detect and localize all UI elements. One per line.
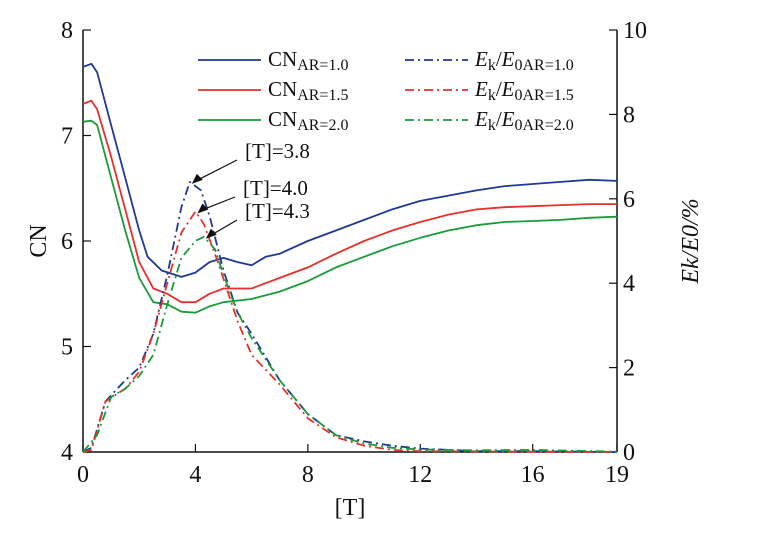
legend-label: CNAR=1.0 <box>268 47 348 74</box>
arrowhead-icon <box>205 228 217 239</box>
x-tick-label: 16 <box>521 462 545 488</box>
series-line-cn-ar-2-0 <box>82 119 618 314</box>
y2-tick-label: 6 <box>623 187 635 213</box>
x-tick-label: 12 <box>408 462 432 488</box>
legend-label: Ek/E0AR=1.0 <box>474 47 574 74</box>
y2-tick-label: 0 <box>623 440 635 466</box>
y2-tick-label: 8 <box>623 102 635 128</box>
x-tick-label: 0 <box>77 462 89 488</box>
annotation-arrow <box>211 219 238 236</box>
annotation-arrow <box>203 196 236 211</box>
x-tick-label: 4 <box>189 462 201 488</box>
y2-axis-label: Ek/E0/% <box>678 198 704 284</box>
arrowhead-icon <box>197 203 209 214</box>
y2-tick-label: 2 <box>623 356 635 382</box>
series-line-ek-e0-ar-1-5 <box>82 210 618 453</box>
legend-label: CNAR=2.0 <box>268 107 348 134</box>
legend-label: Ek/E0AR=2.0 <box>474 107 574 134</box>
y-tick-label: 5 <box>61 335 73 361</box>
y2-tick-label: 4 <box>623 271 635 297</box>
series-line-cn-ar-1-0 <box>82 62 618 278</box>
y-axis-label: CN <box>26 224 52 257</box>
y-tick-label: 7 <box>61 124 73 150</box>
arrowhead-icon <box>191 173 203 184</box>
legend-label: Ek/E0AR=1.5 <box>474 77 574 104</box>
series-line-ek-e0-ar-2-0 <box>82 235 618 453</box>
x-axis-label: [T] <box>335 495 366 521</box>
series-line-ek-e0-ar-1-0 <box>82 181 618 453</box>
annotation-label: [T]=4.3 <box>245 199 310 223</box>
x-tick-label: 19 <box>605 462 629 488</box>
y-tick-label: 6 <box>61 229 73 255</box>
x-tick-label: 8 <box>302 462 314 488</box>
annotation-arrow <box>197 159 238 181</box>
y-tick-label: 8 <box>61 18 73 44</box>
annotation-label: [T]=4.0 <box>243 176 308 200</box>
series-line-cn-ar-1-5 <box>82 99 617 304</box>
y2-tick-label: 10 <box>623 18 647 44</box>
y-tick-label: 4 <box>61 440 73 466</box>
annotation-label: [T]=3.8 <box>245 139 310 163</box>
legend-label: CNAR=1.5 <box>268 77 348 104</box>
